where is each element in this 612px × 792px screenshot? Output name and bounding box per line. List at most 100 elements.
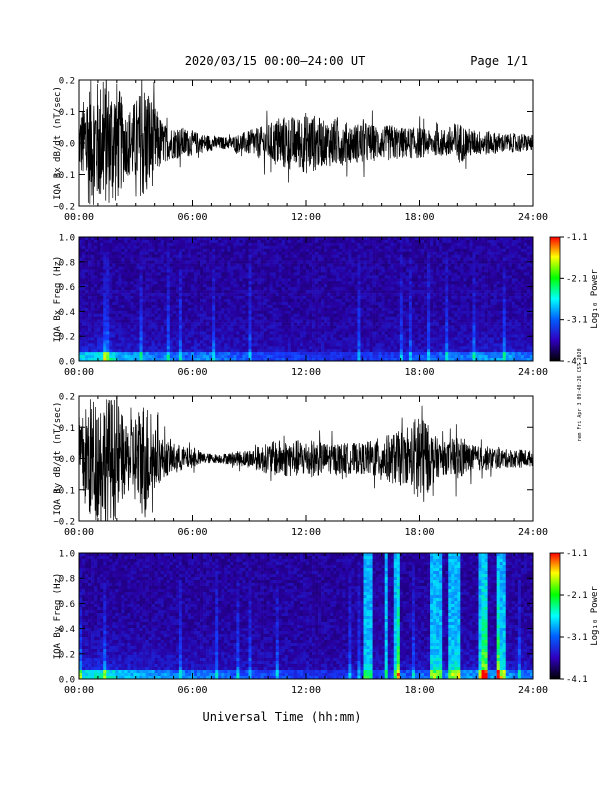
bx-spectrogram-panel-cell bbox=[112, 239, 116, 244]
bx-spectrogram-panel-cell bbox=[312, 296, 316, 300]
bx-spectrogram-panel-cell bbox=[236, 272, 240, 276]
bx-spectrogram-panel-cell bbox=[296, 278, 301, 282]
bx-spectrogram-panel-cell bbox=[200, 287, 204, 291]
bx-spectrogram-panel-cell bbox=[281, 331, 286, 335]
bx-spectrogram-panel-cell bbox=[299, 254, 304, 258]
bx-spectrogram-panel-cell bbox=[139, 316, 143, 320]
bx-spectrogram-panel-cell bbox=[272, 278, 277, 282]
bx-spectrogram-panel-cell bbox=[263, 340, 267, 344]
bx-spectrogram-panel-cell bbox=[212, 316, 216, 320]
bx-spectrogram-panel-cell bbox=[327, 254, 331, 258]
bx-spectrogram-panel-cell bbox=[251, 296, 255, 300]
bx-spectrogram-panel-cell bbox=[296, 331, 301, 335]
bx-spectrogram-panel-cell bbox=[248, 242, 252, 247]
bx-spectrogram-panel-cell bbox=[266, 251, 270, 256]
bx-spectrogram-panel-cell bbox=[157, 260, 162, 264]
bx-spectrogram-panel-cell bbox=[411, 352, 416, 356]
bx-spectrogram-panel-cell bbox=[154, 293, 158, 297]
bx-spectrogram-panel-cell bbox=[302, 254, 307, 258]
bx-spectrogram-panel-cell bbox=[351, 239, 355, 244]
bx-spectrogram-panel-cell bbox=[302, 334, 307, 338]
bx-spectrogram-panel-cell bbox=[233, 239, 237, 244]
bx-spectrogram-panel-cell bbox=[324, 316, 328, 320]
bx-spectrogram-panel-cell bbox=[236, 352, 240, 356]
bx-spectrogram-panel-cell bbox=[360, 299, 364, 303]
bx-spectrogram-panel-cell bbox=[184, 284, 189, 288]
bx-spectrogram-panel-cell bbox=[263, 257, 267, 261]
bx-spectrogram-panel-cell bbox=[281, 275, 286, 279]
bx-spectrogram-panel-cell bbox=[209, 290, 213, 294]
bx-spectrogram-panel-cell bbox=[290, 304, 295, 309]
bx-spectrogram-panel-cell bbox=[109, 346, 113, 350]
bx-spectrogram-panel-cell bbox=[184, 310, 189, 315]
bx-spectrogram-panel-cell bbox=[306, 334, 310, 338]
bx-spectrogram-panel-cell bbox=[315, 269, 319, 273]
bx-spectrogram-panel-cell bbox=[115, 239, 119, 244]
bx-spectrogram-panel-cell bbox=[206, 278, 210, 282]
bx-spectrogram-panel-cell bbox=[124, 239, 128, 244]
bx-spectrogram-panel-cell bbox=[390, 290, 395, 294]
bx-spectrogram-panel-cell bbox=[293, 272, 298, 276]
bx-spectrogram-panel-cell bbox=[115, 293, 119, 297]
bx-spectrogram-panel-cell bbox=[200, 254, 204, 258]
bx-spectrogram-panel-cell bbox=[172, 304, 177, 309]
bx-spectrogram-panel-cell bbox=[405, 310, 410, 315]
bx-spectrogram-panel-cell bbox=[318, 343, 322, 347]
bx-spectrogram-panel-cell bbox=[333, 337, 337, 341]
bx-spectrogram-panel-cell bbox=[396, 343, 401, 347]
bx-spectrogram-panel-cell bbox=[369, 269, 373, 273]
bx-spectrogram-panel-cell bbox=[345, 260, 349, 264]
bx-spectrogram-panel-cell bbox=[363, 260, 367, 264]
bx-spectrogram-panel-cell bbox=[263, 290, 267, 294]
bx-spectrogram-panel-cell bbox=[172, 301, 177, 306]
bx-spectrogram-panel-cell bbox=[309, 337, 313, 341]
bx-spectrogram-panel-cell bbox=[245, 349, 249, 353]
bx-spectrogram-panel-cell bbox=[384, 296, 389, 300]
bx-spectrogram-panel-cell bbox=[427, 284, 431, 288]
bx-spectrogram-panel-cell bbox=[109, 310, 113, 315]
bx-spectrogram-panel-cell bbox=[302, 301, 307, 306]
bx-spectrogram-panel-cell bbox=[221, 328, 225, 332]
bx-spectrogram-panel-cell bbox=[378, 272, 382, 276]
bx-spectrogram-panel-cell bbox=[227, 275, 231, 279]
bx-spectrogram-panel-cell bbox=[203, 346, 207, 350]
bx-spectrogram-panel-cell bbox=[139, 251, 143, 256]
bx-spectrogram-panel-cell bbox=[218, 307, 222, 312]
bx-spectrogram-panel-cell bbox=[333, 343, 337, 347]
bx-spectrogram-panel-cell bbox=[175, 340, 180, 344]
bx-spectrogram-panel-cell bbox=[354, 290, 358, 294]
bx-spectrogram-panel-cell bbox=[287, 242, 292, 247]
bx-spectrogram-panel-cell bbox=[278, 340, 283, 344]
bx-spectrogram-panel-cell bbox=[421, 266, 425, 270]
bx-spectrogram-panel-cell bbox=[330, 272, 334, 276]
bx-spectrogram-panel-cell bbox=[103, 287, 107, 291]
bx-spectrogram-panel-cell bbox=[88, 343, 92, 347]
bx-spectrogram-panel-cell bbox=[351, 245, 355, 250]
bx-spectrogram-panel-cell bbox=[142, 313, 146, 318]
bx-spectrogram-panel-cell bbox=[160, 301, 165, 306]
bx-spectrogram-panel-cell bbox=[333, 316, 337, 320]
bx-spectrogram-panel-cell bbox=[203, 260, 207, 264]
bx-spectrogram-panel-cell bbox=[342, 316, 346, 320]
bx-spectrogram-panel-cell bbox=[206, 325, 210, 329]
bx-spectrogram-panel-cell bbox=[269, 352, 274, 356]
bx-spectrogram-panel-cell bbox=[97, 299, 101, 303]
bx-spectrogram-panel-cell bbox=[197, 352, 201, 356]
bx-spectrogram-panel-cell bbox=[224, 296, 228, 300]
bx-spectrogram-panel-cell bbox=[424, 346, 428, 350]
bx-spectrogram-panel-cell bbox=[278, 287, 283, 291]
bx-spectrogram-panel-cell bbox=[124, 352, 128, 356]
bx-spectrogram-panel-cell bbox=[321, 239, 325, 244]
bx-spectrogram-panel-cell bbox=[91, 355, 95, 359]
bx-spectrogram-panel-cell bbox=[345, 278, 349, 282]
bx-spectrogram-panel-cell bbox=[248, 340, 252, 344]
bx-spectrogram-panel-cell bbox=[414, 242, 419, 247]
bx-spectrogram-panel-cell bbox=[299, 281, 304, 285]
bx-spectrogram-panel-cell bbox=[327, 304, 331, 309]
bx-spectrogram-panel-cell bbox=[227, 310, 231, 315]
bx-spectrogram-panel-cell bbox=[287, 322, 292, 326]
bx-spectrogram-panel-cell bbox=[118, 307, 122, 312]
bx-spectrogram-panel-cell bbox=[333, 287, 337, 291]
bx-spectrogram-panel-cell bbox=[269, 319, 274, 323]
bx-spectrogram-panel-cell bbox=[103, 310, 107, 315]
